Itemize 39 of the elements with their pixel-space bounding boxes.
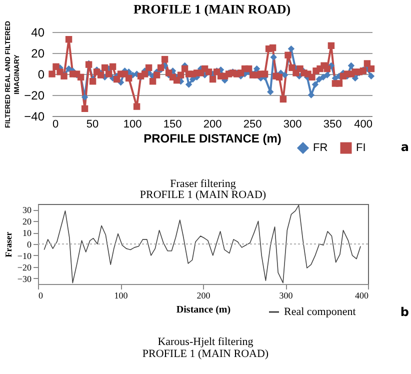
legend-label: FR bbox=[313, 142, 328, 154]
x-tick-label: 400 bbox=[354, 118, 372, 130]
x-tick-label: 250 bbox=[243, 118, 262, 130]
text: b bbox=[400, 305, 409, 319]
x-axis-title: Distance (m) bbox=[176, 304, 231, 316]
legend-label: FI bbox=[356, 142, 366, 154]
x-tick-label: 200 bbox=[203, 118, 222, 130]
x-tick-label: 0 bbox=[52, 118, 59, 130]
x-tick-label: 350 bbox=[323, 118, 342, 130]
x-axis-title: PROFILE DISTANCE (m) bbox=[144, 132, 282, 146]
x-tick-label: 400 bbox=[355, 290, 369, 300]
x-tick-label: 100 bbox=[123, 118, 142, 130]
y-tick-label: 10 bbox=[22, 228, 32, 238]
y-tick-label: 0 bbox=[27, 240, 32, 250]
x-tick-label: 150 bbox=[163, 118, 182, 130]
text: Karous-Hjelt filtering bbox=[156, 336, 254, 348]
y-tick-label: 30 bbox=[22, 205, 32, 216]
y-tick-label: 20 bbox=[31, 46, 45, 60]
text: PROFILE 1 (MAIN ROAD) bbox=[141, 348, 270, 360]
x-tick-label: 300 bbox=[279, 290, 294, 300]
chart-subtitle: PROFILE 1 (MAIN ROAD) bbox=[140, 189, 266, 201]
y-tick-label: −20 bbox=[17, 262, 32, 272]
text: a bbox=[400, 140, 409, 154]
legend-label: Real component bbox=[284, 306, 356, 318]
y-tick-label: −30 bbox=[17, 274, 32, 284]
x-tick-label: 100 bbox=[114, 290, 128, 300]
chart-title: PROFILE 1 (MAIN ROAD) bbox=[133, 1, 291, 16]
line-series bbox=[44, 204, 361, 284]
x-tick-label: 300 bbox=[283, 118, 302, 130]
y-tick-label: 0 bbox=[38, 68, 45, 82]
y-tick-label: −20 bbox=[24, 88, 45, 102]
y-tick-label: −10 bbox=[17, 250, 32, 261]
y-axis-title: Fraser bbox=[3, 232, 14, 258]
x-tick-label: 200 bbox=[196, 290, 211, 300]
y-tick-label: 40 bbox=[31, 26, 45, 40]
x-tick-label: 50 bbox=[86, 118, 99, 130]
chart-title: Fraser filtering bbox=[170, 178, 236, 190]
y-tick-label: −40 bbox=[24, 110, 45, 124]
y-tick-label: 20 bbox=[22, 216, 32, 227]
